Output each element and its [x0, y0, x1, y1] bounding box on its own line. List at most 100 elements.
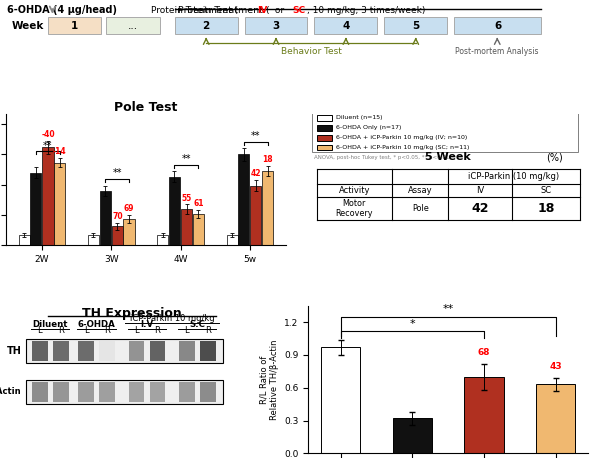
Text: Protein Treatment (: Protein Treatment ( — [334, 6, 347, 8]
Title: Pole Test: Pole Test — [114, 101, 178, 114]
Text: SC: SC — [541, 186, 552, 196]
Text: iCP-Parkin 10 mg/kg: iCP-Parkin 10 mg/kg — [129, 314, 214, 323]
Bar — [112, 226, 123, 245]
Y-axis label: R/L Ratio of
Relative TH/β-Actin: R/L Ratio of Relative TH/β-Actin — [259, 339, 279, 420]
Text: **: ** — [182, 154, 191, 164]
Text: TH Expression: TH Expression — [82, 307, 182, 320]
Bar — [78, 382, 94, 402]
Text: Protein Treatment (: Protein Treatment ( — [151, 5, 239, 15]
Bar — [250, 186, 261, 245]
Text: R: R — [58, 326, 64, 335]
Bar — [314, 17, 377, 34]
Bar — [43, 147, 53, 245]
Text: 18: 18 — [538, 202, 555, 215]
Bar — [88, 235, 99, 245]
Bar — [26, 380, 223, 403]
Bar — [124, 219, 134, 245]
Text: 55: 55 — [182, 194, 192, 203]
Text: Assay: Assay — [408, 186, 432, 196]
Text: TH: TH — [7, 346, 21, 356]
Text: Activity: Activity — [339, 186, 370, 196]
Bar — [128, 341, 144, 361]
Bar — [317, 125, 332, 131]
Text: Pole: Pole — [412, 204, 428, 213]
Text: 4: 4 — [342, 21, 350, 31]
Text: 70: 70 — [112, 212, 122, 221]
Text: 61: 61 — [193, 199, 204, 208]
Bar — [32, 341, 48, 361]
Bar — [192, 214, 204, 245]
Bar — [384, 17, 447, 34]
Text: **: ** — [43, 141, 52, 151]
Bar — [30, 173, 42, 245]
Bar — [238, 154, 249, 245]
Bar — [150, 382, 165, 402]
Text: Motor
Recovery: Motor Recovery — [336, 199, 373, 218]
Text: **: ** — [112, 169, 122, 179]
Bar — [26, 339, 223, 363]
Bar — [454, 17, 542, 34]
Text: **: ** — [443, 305, 454, 314]
Bar — [317, 135, 332, 141]
Bar — [321, 347, 361, 453]
Bar — [179, 382, 195, 402]
Text: 42: 42 — [251, 169, 261, 179]
Text: R: R — [154, 326, 160, 335]
Bar — [32, 382, 48, 402]
Text: IV: IV — [257, 5, 268, 15]
Text: -40: -40 — [41, 130, 55, 139]
Bar — [536, 384, 576, 453]
Bar — [181, 209, 192, 245]
Text: 6-OHDA (4 μg/head): 6-OHDA (4 μg/head) — [7, 5, 117, 15]
Bar — [312, 111, 579, 152]
Text: 5 Week: 5 Week — [425, 152, 471, 162]
Bar — [175, 17, 238, 34]
Text: IV: IV — [476, 186, 485, 196]
Text: Week: Week — [12, 21, 44, 31]
Text: 42: 42 — [472, 202, 489, 215]
Bar — [100, 191, 110, 245]
Text: 3: 3 — [273, 21, 280, 31]
Bar — [262, 171, 273, 245]
Text: L: L — [37, 326, 42, 335]
Text: **: ** — [251, 131, 260, 141]
Text: 43: 43 — [549, 362, 562, 371]
Bar — [99, 382, 115, 402]
Text: 18: 18 — [262, 155, 273, 164]
Bar — [200, 382, 216, 402]
Text: iCP-Parkin (10 mg/kg): iCP-Parkin (10 mg/kg) — [468, 172, 560, 181]
Bar — [393, 419, 432, 453]
Text: Protein Treatment (: Protein Treatment ( — [178, 6, 269, 15]
Text: 6-OHDA + iCP-Parkin 10 mg/kg (SC; n=11): 6-OHDA + iCP-Parkin 10 mg/kg (SC; n=11) — [336, 145, 469, 150]
Text: R: R — [104, 326, 110, 335]
Text: 5: 5 — [412, 21, 419, 31]
Bar — [106, 17, 160, 34]
Bar — [317, 115, 332, 121]
Bar — [179, 341, 195, 361]
Text: Diluent: Diluent — [33, 320, 68, 329]
Text: 2: 2 — [203, 21, 210, 31]
Text: -14: -14 — [53, 147, 67, 156]
Text: *: * — [409, 319, 415, 329]
Text: ...: ... — [128, 21, 138, 31]
Bar — [157, 235, 168, 245]
Bar — [54, 163, 65, 245]
Text: , 10 mg/kg, 3 times/week): , 10 mg/kg, 3 times/week) — [307, 5, 425, 15]
Text: 6-OHDA + iCP-Parkin 10 mg/kg (IV; n=10): 6-OHDA + iCP-Parkin 10 mg/kg (IV; n=10) — [336, 135, 467, 140]
Bar — [226, 235, 238, 245]
Text: I.V: I.V — [140, 320, 153, 329]
Text: Post-mortem Analysis: Post-mortem Analysis — [456, 47, 539, 56]
Bar — [245, 17, 308, 34]
Text: L: L — [134, 326, 138, 335]
Text: 1: 1 — [71, 21, 78, 31]
Text: L: L — [184, 326, 189, 335]
Text: 6-OHDA: 6-OHDA — [78, 320, 115, 329]
Text: Diluent (n=15): Diluent (n=15) — [336, 115, 383, 120]
Bar — [78, 341, 94, 361]
Text: 68: 68 — [478, 348, 490, 357]
Text: L: L — [84, 326, 89, 335]
Bar — [53, 341, 69, 361]
Text: ANOVA, post-hoc Tukey test, * p<0.05, ** p<0.01: ANOVA, post-hoc Tukey test, * p<0.05, **… — [314, 155, 449, 160]
Text: or: or — [272, 5, 287, 15]
Text: B-Actin: B-Actin — [0, 387, 21, 396]
